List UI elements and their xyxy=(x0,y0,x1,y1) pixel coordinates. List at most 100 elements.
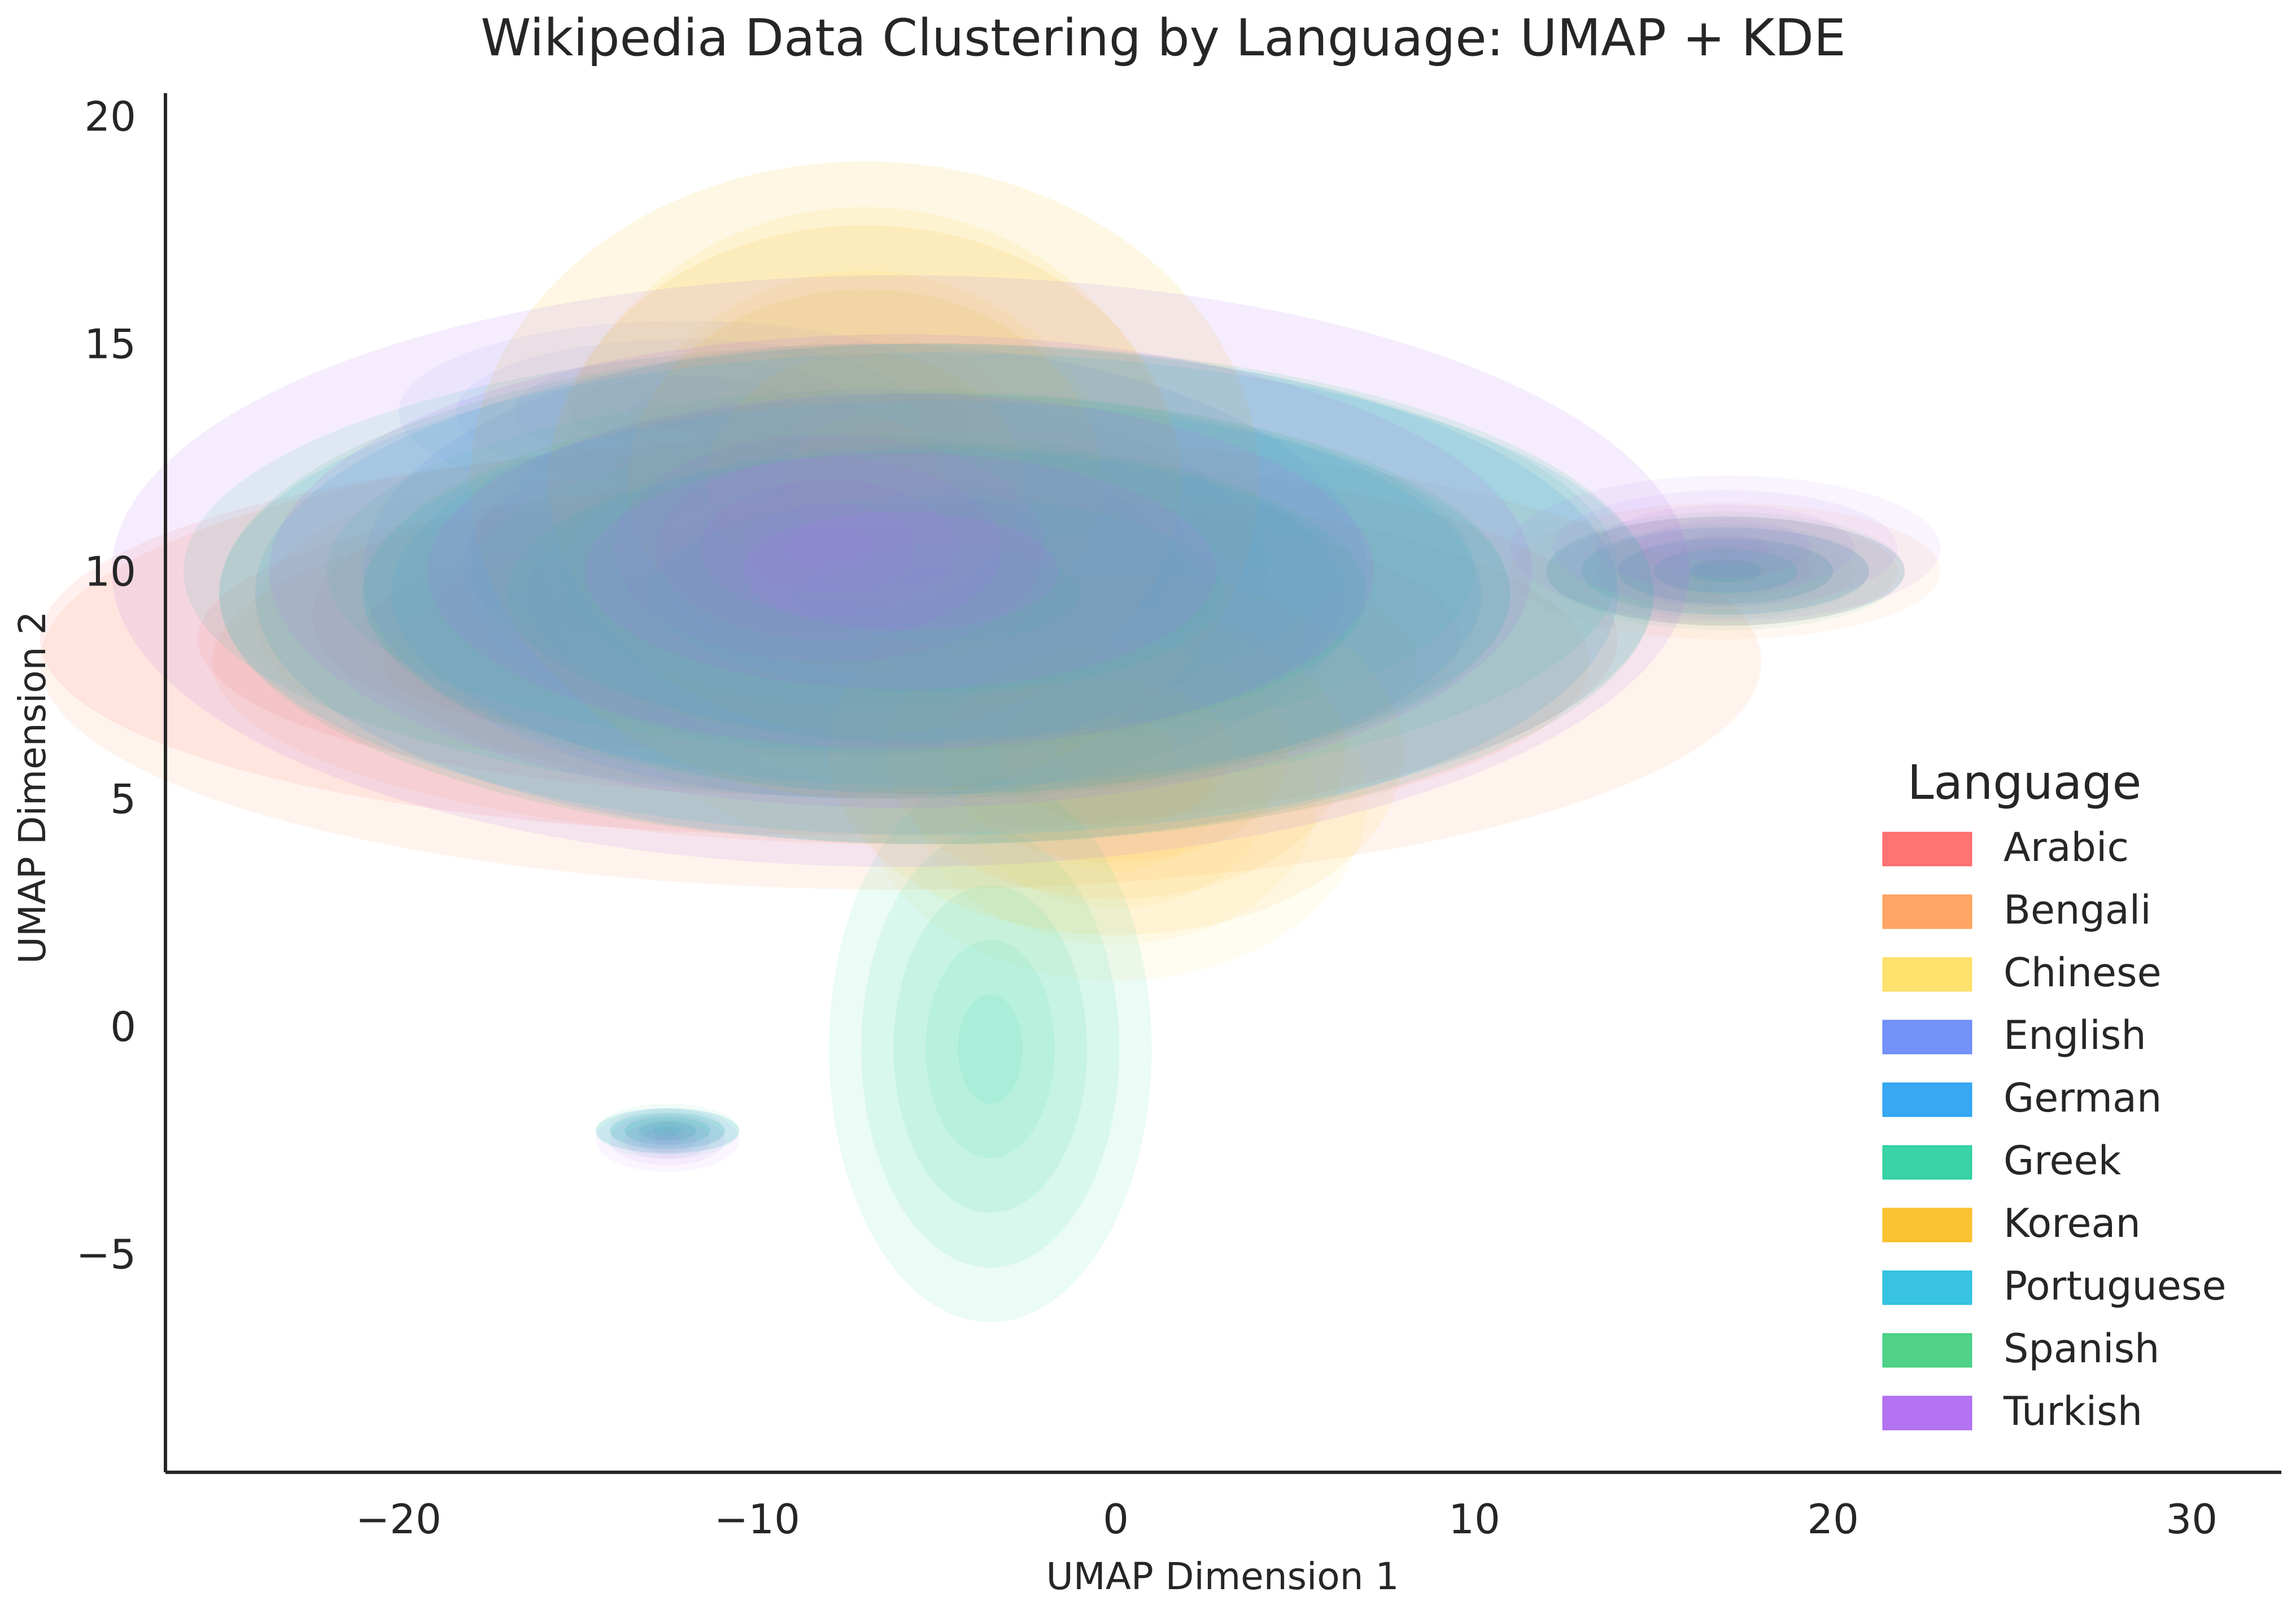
density-portuguese-region xyxy=(363,401,1511,787)
axes xyxy=(164,93,2281,1474)
density-greek-region xyxy=(828,776,1152,1322)
density-greek-region xyxy=(639,1119,696,1142)
density-chinese-region xyxy=(800,462,929,589)
density-spanish xyxy=(219,343,1905,1154)
density-turkish-region xyxy=(585,452,1216,690)
density-bengali-region xyxy=(255,480,829,754)
density-greek-region xyxy=(653,1125,682,1136)
legend-label-english: English xyxy=(2003,1012,2146,1058)
density-arabic-region xyxy=(542,457,1116,640)
density-english-region xyxy=(563,434,1166,708)
density-turkish-region xyxy=(111,275,1690,867)
density-korean xyxy=(470,161,1403,935)
density-spanish-region xyxy=(219,343,1654,845)
density-spanish-region xyxy=(506,443,1367,744)
density-arabic-region xyxy=(40,443,1618,836)
density-greek xyxy=(183,343,1618,1322)
density-bengali-region xyxy=(212,480,1590,845)
density-arabic-region xyxy=(355,522,1303,757)
density-greek-region xyxy=(613,480,1188,662)
density-turkish-region xyxy=(596,1108,740,1172)
density-arabic-region xyxy=(1582,527,1869,615)
density-korean-region xyxy=(1058,716,1173,790)
y-tick-label: 15 xyxy=(84,320,136,368)
density-english-region xyxy=(363,343,1367,799)
y-axis-title: UMAP Dimension 2 xyxy=(11,611,54,964)
density-turkish-region xyxy=(1639,519,1812,578)
density-bengali-region xyxy=(369,535,714,699)
density-bengali-region xyxy=(1553,516,1898,626)
density-spanish-region xyxy=(793,544,1080,644)
density-bengali-region xyxy=(427,562,657,671)
density-german-region xyxy=(664,493,1210,694)
density-portuguese-region xyxy=(219,352,1654,836)
density-korean-region xyxy=(628,288,1102,671)
density-german-region xyxy=(1546,516,1905,626)
x-tick-label: 0 xyxy=(1103,1495,1129,1543)
legend-swatch-arabic xyxy=(1882,832,1972,867)
density-portuguese-region xyxy=(793,545,1080,642)
density-english xyxy=(363,321,1367,799)
density-portuguese-region xyxy=(653,1126,682,1136)
density-arabic-region xyxy=(671,600,987,679)
legend-label-bengali: Bengali xyxy=(2003,887,2151,933)
density-turkish-region xyxy=(700,480,958,617)
density-arabic-region xyxy=(1653,549,1797,593)
density-portuguese-region xyxy=(1690,560,1762,582)
density-turkish-region xyxy=(653,1134,682,1147)
density-spanish-region xyxy=(1690,559,1762,583)
y-tick-label: −5 xyxy=(76,1231,136,1278)
density-english-region xyxy=(513,357,858,467)
density-korean-region xyxy=(886,607,1346,899)
legend-swatch-german xyxy=(1882,1082,1972,1117)
density-bengali-region xyxy=(1596,530,1855,613)
density-greek-region xyxy=(596,1103,740,1158)
density-portuguese-region xyxy=(639,1122,696,1140)
density-chinese-region xyxy=(965,689,1267,908)
density-german-region xyxy=(255,343,1618,845)
density-greek-region xyxy=(183,343,1618,799)
x-tick-label: −10 xyxy=(714,1495,800,1543)
density-greek-region xyxy=(893,885,1088,1213)
density-turkish-region xyxy=(624,1121,711,1160)
x-tick-label: 10 xyxy=(1448,1495,1500,1543)
x-tick-label: −20 xyxy=(356,1495,442,1543)
density-bengali-region xyxy=(1682,557,1769,585)
legend-label-korean: Korean xyxy=(2003,1200,2141,1246)
density-korean-region xyxy=(549,225,1181,735)
density-greek-region xyxy=(958,994,1023,1104)
density-chinese-region xyxy=(915,653,1317,944)
legend-label-greek: Greek xyxy=(2003,1138,2122,1184)
legend-swatch-turkish xyxy=(1882,1396,1972,1431)
density-german-region xyxy=(800,544,1073,644)
legend-swatch-bengali xyxy=(1882,894,1972,929)
density-english-region xyxy=(570,375,801,448)
density-english-region xyxy=(628,393,743,430)
density-korean-region xyxy=(944,644,1288,863)
plot-area xyxy=(40,161,1941,1322)
density-bengali-region xyxy=(1510,502,1941,640)
density-bengali-region xyxy=(484,589,600,644)
density-turkish-region xyxy=(1553,490,1898,607)
density-german-region xyxy=(391,393,1482,794)
density-spanish-region xyxy=(363,393,1511,794)
density-greek-region xyxy=(610,1109,725,1153)
density-korean-region xyxy=(785,416,944,544)
legend: Language Arabic Bengali Chinese English Germ… xyxy=(1882,755,2227,1434)
density-bengali-region xyxy=(40,434,1762,890)
density-bengali-region xyxy=(728,616,1073,708)
density-english-region xyxy=(764,525,966,617)
legend-label-chinese: Chinese xyxy=(2003,950,2162,996)
density-german-region xyxy=(1653,549,1797,593)
density-portuguese-region xyxy=(506,449,1367,739)
density-korean-region xyxy=(470,161,1260,799)
x-tick-label: 20 xyxy=(1807,1495,1859,1543)
density-spanish-region xyxy=(1546,511,1905,631)
legend-items: Arabic Bengali Chinese English German Greek Ko… xyxy=(1882,824,2227,1434)
density-portuguese-region xyxy=(1653,549,1797,593)
density-portuguese-region xyxy=(1618,538,1834,604)
chart-title: Wikipedia Data Clustering by Language: U… xyxy=(481,8,1846,68)
density-greek-region xyxy=(624,1114,711,1148)
density-bengali-region xyxy=(556,571,1245,754)
